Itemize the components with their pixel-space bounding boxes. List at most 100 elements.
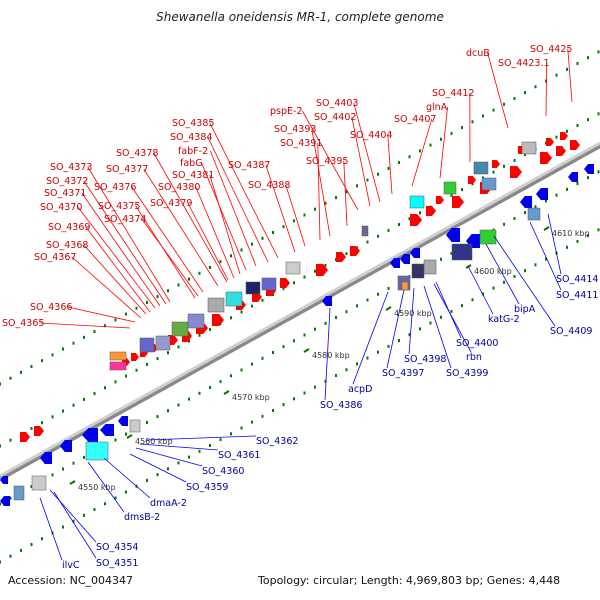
forward-gene-box [361,225,369,237]
backbone-strand [0,141,600,478]
tick-dot [566,67,568,71]
tick-dot [62,525,64,529]
scale-label: 4610 kbp [552,229,590,238]
reverse-label-leader [324,307,331,401]
reverse-gene-arrow [390,258,400,268]
forward-gene-box [225,291,243,307]
tick-dot [282,287,285,291]
tick-dot [62,467,64,471]
scale-label: 4550 kbp [78,483,116,492]
reverse-label-leader [485,243,520,305]
tick-dot [545,199,547,203]
forward-label-leader [207,136,269,263]
tick-dot [219,380,222,384]
forward-label-leader [265,164,296,253]
reverse-gene-arrow [322,296,332,306]
forward-gene-label: SO_4369 [48,222,90,233]
tick-dot [209,443,211,447]
reverse-gene-label: SO_4359 [186,482,228,493]
forward-label-leader [187,202,229,281]
tick-dot [125,312,127,316]
tick-dot [576,239,579,243]
tick-dot [461,304,463,308]
tick-dot [377,234,379,238]
reverse-gene-arrow [100,424,114,436]
forward-label-leader [545,62,547,117]
tick-dot [356,362,358,366]
forward-gene-label: SO_4371 [44,188,86,199]
tick-dot [387,228,390,232]
tick-dot [450,251,453,255]
tick-dot [146,420,148,424]
tick-dot [293,219,295,223]
forward-gene-arrow [34,426,44,436]
tick-dot [293,397,295,401]
reverse-gene-box [13,485,25,501]
tick-dot [251,304,253,308]
scale-tick [543,226,550,231]
forward-label-leader [285,184,306,247]
scale-label: 4580 kbp [312,351,350,360]
tick-dot [51,473,54,477]
tick-dot [9,496,12,500]
forward-label-leader [209,174,241,275]
tick-dot [156,357,159,361]
reverse-gene-arrow [584,164,594,174]
tick-dot [41,359,43,363]
tick-dot [440,137,442,141]
reverse-gene-label: SO_4386 [320,400,362,411]
forward-gene-arrow [492,160,500,168]
reverse-outer-ticks [0,228,600,564]
reverse-gene-arrow [520,196,532,208]
tick-dot [146,362,148,366]
reverse-gene-label: ilvC [62,560,80,571]
tick-dot [20,548,22,552]
tick-dot [41,537,43,541]
forward-label-leader [567,48,573,103]
reverse-gene-label: SO_4411 [556,290,598,301]
tick-dot [503,164,505,168]
tick-dot [503,222,505,226]
tick-dot [534,85,537,89]
forward-gene-label: SO_4367 [34,252,76,263]
tick-dot [303,333,306,337]
topology-label: Topology: circular; Length: 4,969,803 bp… [258,574,561,587]
tick-dot [513,216,516,220]
tick-dot [335,374,337,378]
tick-dot [303,213,306,217]
forward-gene-arrow [510,166,522,178]
tick-dot [20,370,22,374]
forward-label-leader [210,150,257,267]
tick-dot [398,223,400,227]
forward-gene-label: SO_4372 [46,176,88,187]
reverse-label-leader [467,265,494,315]
forward-gene-box [109,351,127,361]
tick-dot [230,254,232,258]
forward-gene-label: SO_4412 [432,88,474,99]
forward-gene-label: SO_4423.1 [498,58,550,69]
scale-tick [223,390,230,395]
reverse-gene-arrow [446,228,460,242]
tick-dot [83,335,85,339]
reverse-gene-arrow [410,248,420,258]
reverse-gene-label: dmsB-2 [124,512,160,523]
tick-dot [440,257,442,261]
tick-dot [177,345,180,349]
tick-dot [167,467,169,471]
tick-dot [314,269,316,273]
tick-dot [167,351,169,355]
tick-dot [188,277,190,281]
forward-label-leader [201,162,247,271]
tick-dot [156,295,159,299]
forward-gene-arrow [280,278,290,288]
tick-dot [398,339,400,343]
forward-gene-box [409,195,425,209]
forward-gene-arrow [556,146,566,156]
scale-tick [303,348,310,353]
reverse-gene-label: SO_4398 [404,354,446,365]
forward-gene-arrow [570,140,580,150]
tick-dot [219,260,222,264]
reverse-label-leader [352,291,389,385]
tick-dot [324,263,327,267]
reverse-gene-arrow [60,440,72,452]
